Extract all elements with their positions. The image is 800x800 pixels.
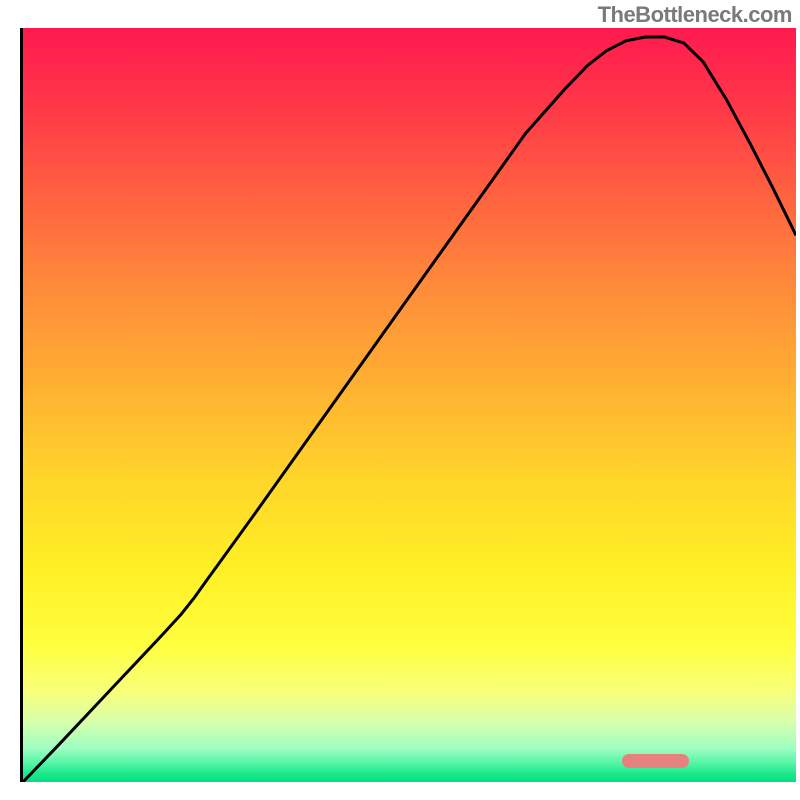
chart-plot-area bbox=[23, 28, 796, 782]
bottleneck-curve bbox=[23, 28, 796, 782]
attribution-text: TheBottleneck.com bbox=[598, 2, 792, 28]
optimal-range-marker bbox=[622, 754, 688, 768]
